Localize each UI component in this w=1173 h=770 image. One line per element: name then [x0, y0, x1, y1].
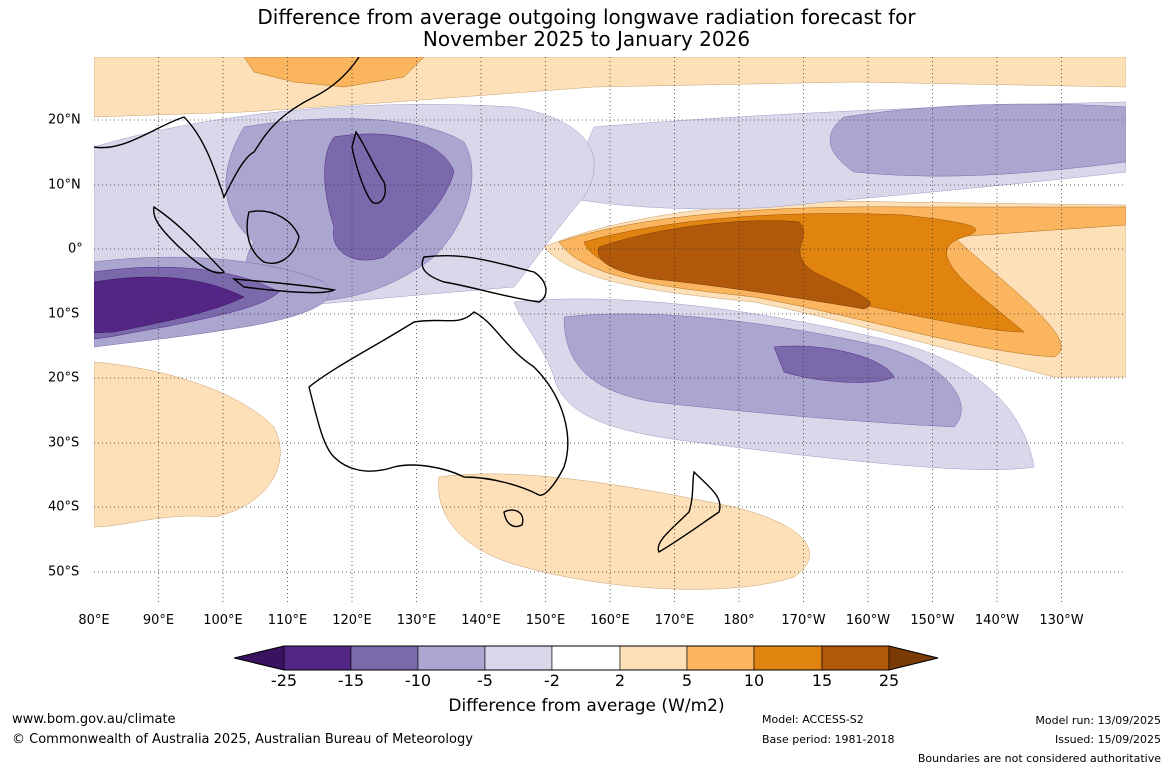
lon-label: 170°W	[781, 613, 826, 628]
lon-label: 130°E	[396, 613, 437, 628]
asia-coastline	[94, 57, 360, 199]
model-text: Model: ACCESS-S2	[762, 713, 864, 726]
colorbar-swatch	[234, 645, 285, 671]
colorbar-outline	[234, 645, 939, 671]
colorbar-tick: -5	[477, 671, 493, 690]
positive-field-south-indian	[94, 361, 281, 528]
lat-label: 50°S	[48, 564, 80, 580]
copyright-text: © Commonwealth of Australia 2025, Austra…	[12, 732, 473, 747]
positive-anomaly-fields	[94, 57, 1126, 590]
lat-label: 30°S	[48, 435, 80, 451]
lon-label: 140°W	[974, 613, 1020, 628]
lon-label: 180°	[723, 613, 755, 628]
tasmania-coastline	[503, 509, 524, 528]
colorbar-swatch	[283, 645, 352, 671]
colorbar-swatch	[821, 645, 890, 671]
lon-label: 160°W	[845, 613, 891, 628]
negative-field-indian-peak	[94, 276, 245, 334]
negative-anomaly-fields	[94, 101, 1126, 470]
disclaimer-text: Boundaries are not considered authoritat…	[917, 752, 1161, 765]
colorbar-swatch	[350, 645, 419, 671]
new-guinea-coastline	[421, 254, 547, 303]
colorbar-swatch	[417, 645, 486, 671]
colorbar-swatch	[686, 645, 755, 671]
philippines-coastline	[351, 130, 386, 204]
model-run-text: Model run: 13/09/2025	[1035, 714, 1161, 727]
lat-label: 20°N	[48, 112, 81, 128]
colorbar-swatch	[753, 645, 823, 671]
positive-field-north-core	[243, 57, 425, 88]
anomaly-map	[94, 57, 1126, 605]
lon-label: 130°W	[1039, 613, 1084, 628]
lon-label: 80°E	[78, 613, 110, 628]
lon-label: 160°E	[590, 613, 630, 628]
lat-label: 40°S	[48, 499, 80, 515]
issued-text: Issued: 15/09/2025	[1054, 733, 1161, 746]
website-link[interactable]: www.bom.gov.au/climate	[12, 712, 176, 727]
lon-label: 140°E	[461, 613, 501, 628]
lat-label: 0°	[68, 241, 83, 257]
positive-field-core	[598, 220, 871, 310]
coastlines	[94, 57, 721, 553]
colorbar-tick: 10	[743, 671, 765, 690]
colorbar-swatch	[888, 645, 939, 671]
colorbar-swatch	[551, 645, 621, 671]
borneo-coastline	[246, 210, 300, 264]
lat-label: 20°S	[48, 370, 80, 386]
positive-field-tasman	[438, 473, 810, 590]
colorbar-tick: -15	[337, 671, 365, 690]
lon-label: 90°E	[142, 613, 175, 628]
lon-label: 110°E	[267, 613, 308, 628]
colorbar-tick: 2	[614, 671, 626, 690]
colorbar-tick: -10	[404, 671, 432, 690]
colorbar-tick: 5	[681, 671, 693, 690]
java-coastline	[231, 278, 337, 294]
map-title-line1: Difference from average outgoing longwav…	[257, 5, 916, 29]
lon-label: 150°E	[525, 613, 566, 628]
gridlines	[94, 57, 1126, 605]
colorbar-swatch	[484, 645, 553, 671]
colorbar-tick: -2	[544, 671, 560, 690]
negative-field-pacific-north-core	[829, 103, 1126, 177]
lon-label: 150°W	[910, 613, 955, 628]
base-period-text: Base period: 1981-2018	[762, 733, 895, 746]
map-title-line2: November 2025 to January 2026	[422, 27, 751, 51]
australia-coastline	[308, 311, 569, 496]
lon-label: 170°E	[654, 613, 695, 628]
lon-label: 120°E	[332, 613, 372, 628]
colorbar-tick: 15	[811, 671, 833, 690]
lon-label: 100°E	[203, 613, 243, 628]
lat-label: 10°S	[48, 306, 80, 322]
lat-label: 10°N	[48, 177, 81, 193]
new-zealand-coastline	[657, 470, 721, 553]
colorbar-swatch	[619, 645, 688, 671]
sumatra-coastline	[152, 205, 226, 274]
negative-field-south-pacific	[563, 313, 962, 428]
colorbar-label: Difference from average (W/m2)	[448, 696, 725, 716]
colorbar-tick: 25	[878, 671, 900, 690]
colorbar	[234, 645, 939, 671]
colorbar-tick: -25	[270, 671, 298, 690]
